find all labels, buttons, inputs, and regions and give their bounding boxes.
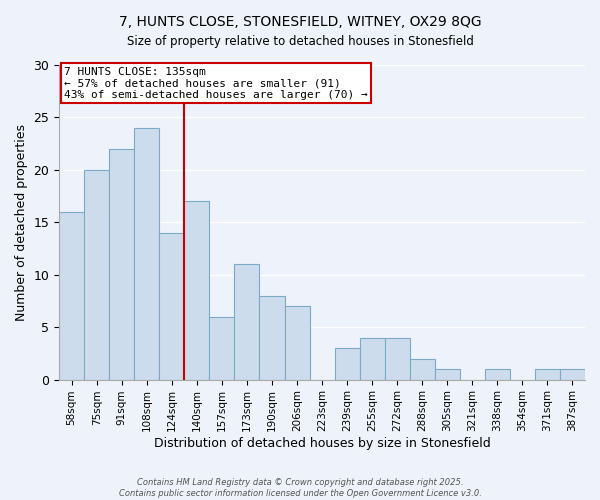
Bar — [284, 306, 310, 380]
Bar — [59, 212, 84, 380]
Bar — [259, 296, 284, 380]
Bar — [560, 369, 585, 380]
Y-axis label: Number of detached properties: Number of detached properties — [15, 124, 28, 321]
Bar — [134, 128, 160, 380]
Text: Contains HM Land Registry data © Crown copyright and database right 2025.
Contai: Contains HM Land Registry data © Crown c… — [119, 478, 481, 498]
Bar — [410, 358, 435, 380]
Bar — [359, 338, 385, 380]
Text: 7, HUNTS CLOSE, STONESFIELD, WITNEY, OX29 8QG: 7, HUNTS CLOSE, STONESFIELD, WITNEY, OX2… — [119, 15, 481, 29]
Text: 7 HUNTS CLOSE: 135sqm
← 57% of detached houses are smaller (91)
43% of semi-deta: 7 HUNTS CLOSE: 135sqm ← 57% of detached … — [64, 66, 368, 100]
Bar — [335, 348, 359, 380]
Bar — [184, 202, 209, 380]
Bar — [235, 264, 259, 380]
Bar — [385, 338, 410, 380]
Bar — [84, 170, 109, 380]
Bar — [435, 369, 460, 380]
Bar — [160, 233, 184, 380]
Text: Size of property relative to detached houses in Stonesfield: Size of property relative to detached ho… — [127, 35, 473, 48]
X-axis label: Distribution of detached houses by size in Stonesfield: Distribution of detached houses by size … — [154, 437, 490, 450]
Bar — [109, 149, 134, 380]
Bar — [209, 316, 235, 380]
Bar — [485, 369, 510, 380]
Bar — [535, 369, 560, 380]
